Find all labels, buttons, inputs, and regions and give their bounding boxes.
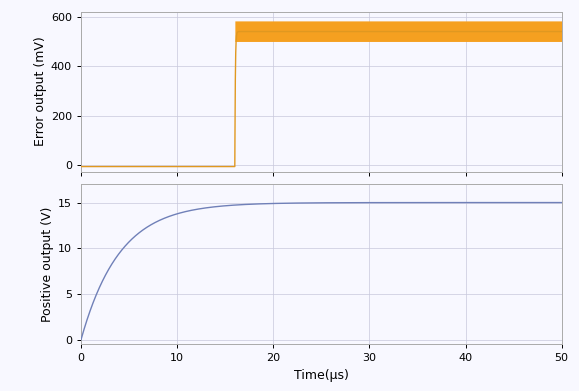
X-axis label: Time(μs): Time(μs)	[294, 369, 349, 382]
Y-axis label: Error output (mV): Error output (mV)	[34, 37, 47, 147]
Y-axis label: Positive output (V): Positive output (V)	[41, 206, 54, 322]
